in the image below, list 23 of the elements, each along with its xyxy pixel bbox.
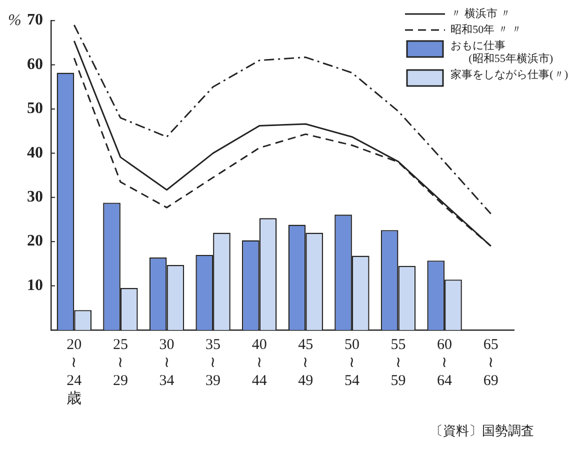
x-tick-label: 60 ≀ 64 bbox=[437, 336, 453, 389]
x-tick-label: 55 ≀ 59 bbox=[390, 336, 406, 389]
x-tick-label: 30 ≀ 34 bbox=[159, 336, 175, 389]
y-axis-title: % bbox=[8, 12, 22, 30]
y-tick-label: 20 bbox=[27, 232, 43, 250]
x-tick-label: 25 ≀ 29 bbox=[112, 336, 128, 389]
legend-label: 〃 横浜市 〃 bbox=[450, 8, 512, 21]
y-tick-label: 50 bbox=[27, 100, 43, 118]
x-tick-label: 40 ≀ 44 bbox=[252, 336, 268, 389]
legend-label: 昭和50年 〃 〃 bbox=[450, 24, 522, 37]
y-tick-label: 60 bbox=[27, 56, 43, 73]
x-tick-label: 45 ≀ 49 bbox=[298, 336, 314, 389]
x-tick-label: 65 ≀ 69 bbox=[483, 336, 498, 389]
y-tick-label: 30 bbox=[27, 188, 43, 206]
x-tick-label: 35 ≀ 39 bbox=[206, 336, 221, 389]
x-tick-label: 50 ≀ 54 bbox=[344, 336, 360, 389]
text: 〔資料〕国勢調査 bbox=[430, 422, 534, 440]
legend-label: 家事をしながら仕事(〃) bbox=[450, 69, 568, 82]
y-tick-label: 40 bbox=[27, 144, 43, 162]
y-tick-label: 10 bbox=[27, 276, 43, 294]
y-tick-label: 70 bbox=[27, 12, 43, 29]
x-tick-label: 20 ≀ 24 歳 bbox=[66, 336, 82, 407]
legend-label: おもに仕事 (昭和55年横浜市) bbox=[450, 40, 553, 66]
